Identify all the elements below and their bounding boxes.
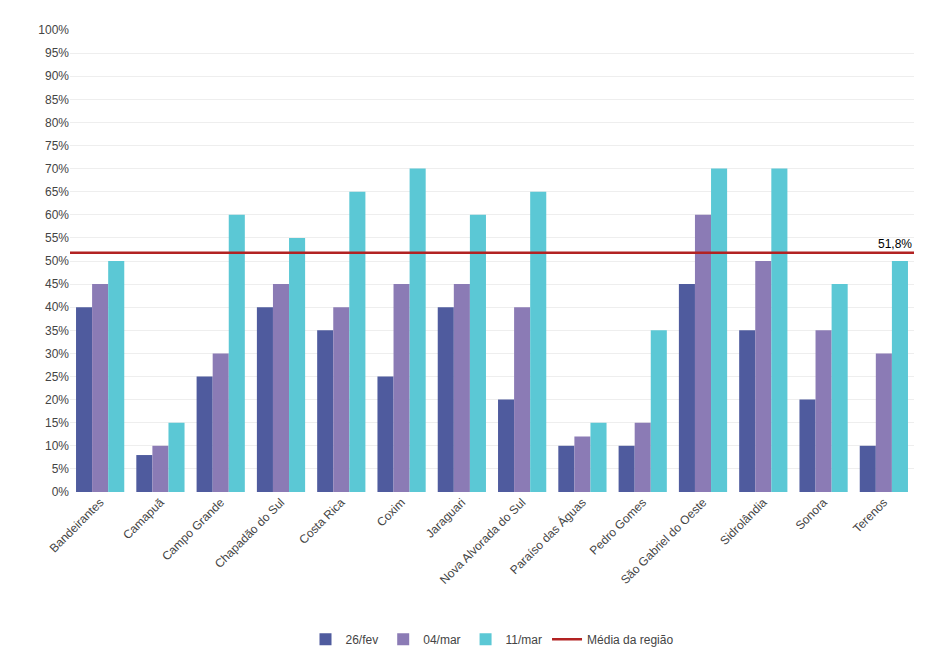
svg-text:70%: 70%: [45, 162, 69, 176]
svg-text:10%: 10%: [45, 439, 69, 453]
svg-text:75%: 75%: [45, 139, 69, 153]
svg-text:20%: 20%: [45, 393, 69, 407]
svg-text:50%: 50%: [45, 254, 69, 268]
svg-text:95%: 95%: [45, 46, 69, 60]
svg-text:45%: 45%: [45, 277, 69, 291]
svg-text:26/fev: 26/fev: [346, 633, 379, 647]
svg-text:85%: 85%: [45, 93, 69, 107]
svg-text:80%: 80%: [45, 116, 69, 130]
svg-text:Nova Alvorada do Sul: Nova Alvorada do Sul: [437, 495, 529, 587]
svg-text:25%: 25%: [45, 370, 69, 384]
svg-text:60%: 60%: [45, 208, 69, 222]
svg-text:40%: 40%: [45, 300, 69, 314]
svg-text:Campo Grande: Campo Grande: [159, 495, 227, 563]
svg-text:Sonora: Sonora: [793, 495, 830, 532]
svg-text:90%: 90%: [45, 69, 69, 83]
svg-text:Média da região: Média da região: [587, 633, 673, 647]
svg-text:55%: 55%: [45, 231, 69, 245]
svg-text:11/mar: 11/mar: [506, 633, 542, 647]
svg-text:Coxim: Coxim: [374, 495, 408, 529]
svg-text:35%: 35%: [45, 324, 69, 338]
svg-text:100%: 100%: [38, 23, 69, 37]
svg-text:Jaraguari: Jaraguari: [423, 495, 468, 540]
svg-text:Sidrolândia: Sidrolândia: [717, 495, 770, 548]
svg-text:15%: 15%: [45, 416, 69, 430]
svg-text:Terenos: Terenos: [850, 495, 890, 535]
svg-text:51,8%: 51,8%: [878, 237, 912, 251]
svg-text:Chapadão do Sul: Chapadão do Sul: [212, 495, 287, 570]
svg-text:Pedro Gomes: Pedro Gomes: [587, 495, 649, 557]
svg-text:Camapuã: Camapuã: [120, 495, 167, 542]
svg-text:Costa Rica: Costa Rica: [296, 495, 348, 547]
svg-text:Paraíso das Águas: Paraíso das Águas: [506, 495, 588, 577]
svg-text:30%: 30%: [45, 347, 69, 361]
svg-text:5%: 5%: [52, 462, 70, 476]
svg-text:0%: 0%: [52, 485, 70, 499]
svg-text:Bandeirantes: Bandeirantes: [47, 495, 107, 555]
svg-text:04/mar: 04/mar: [423, 633, 460, 647]
svg-text:65%: 65%: [45, 185, 69, 199]
svg-text:São Gabriel do Oeste: São Gabriel do Oeste: [618, 495, 710, 587]
